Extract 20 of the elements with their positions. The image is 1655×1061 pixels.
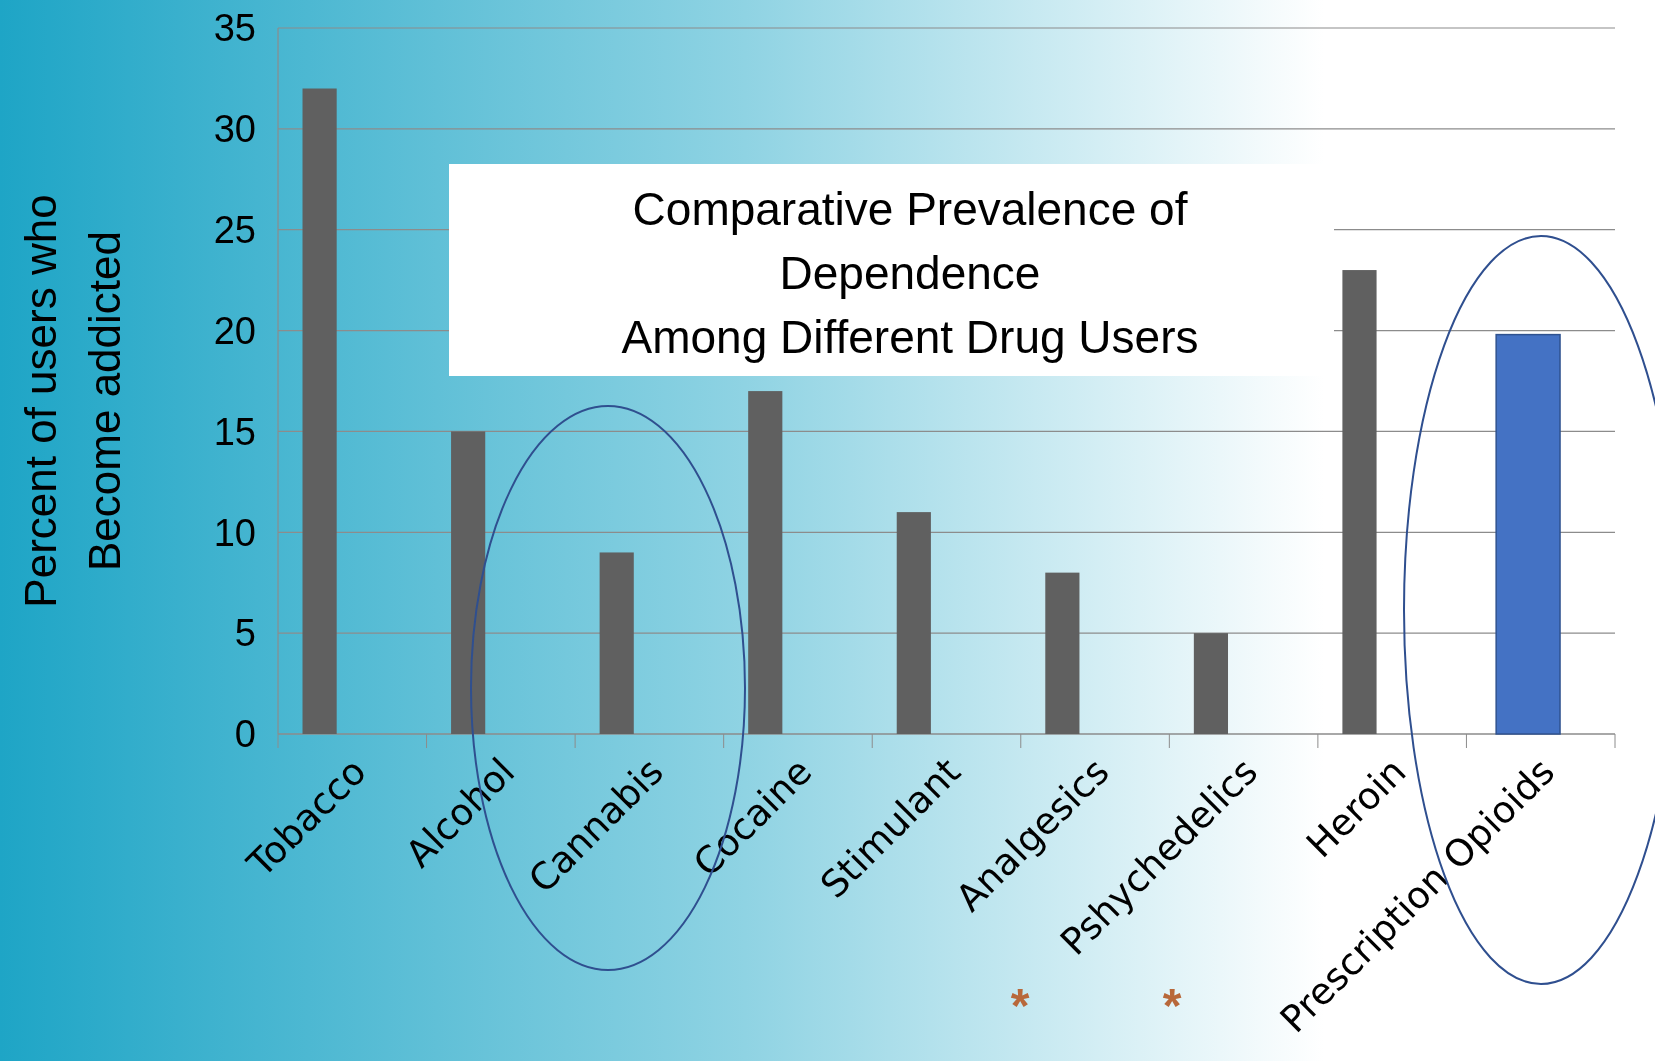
text: Comparative Prevalence of Dependence Among Different Drug Users: [621, 183, 1199, 363]
y-tick-label: 10: [213, 511, 256, 554]
bar: [302, 88, 337, 734]
bar: [1045, 572, 1080, 734]
text: *: [1010, 979, 1030, 1032]
bar: [1342, 270, 1377, 734]
y-tick-label: 0: [234, 713, 256, 756]
y-tick-label: 30: [213, 108, 256, 151]
y-axis-title: Percent of users who Become addicted: [16, 194, 129, 608]
bar: [1193, 633, 1229, 734]
text: *: [1162, 979, 1182, 1032]
y-tick-label: 35: [213, 7, 256, 50]
bar: [748, 391, 783, 734]
y-tick-label: 25: [213, 209, 256, 252]
bar: [896, 512, 931, 734]
bar: [451, 431, 486, 734]
y-tick-label: 20: [213, 309, 256, 352]
y-tick-label: 5: [234, 612, 256, 655]
y-tick-label: 15: [213, 410, 256, 453]
bar: [599, 552, 634, 734]
